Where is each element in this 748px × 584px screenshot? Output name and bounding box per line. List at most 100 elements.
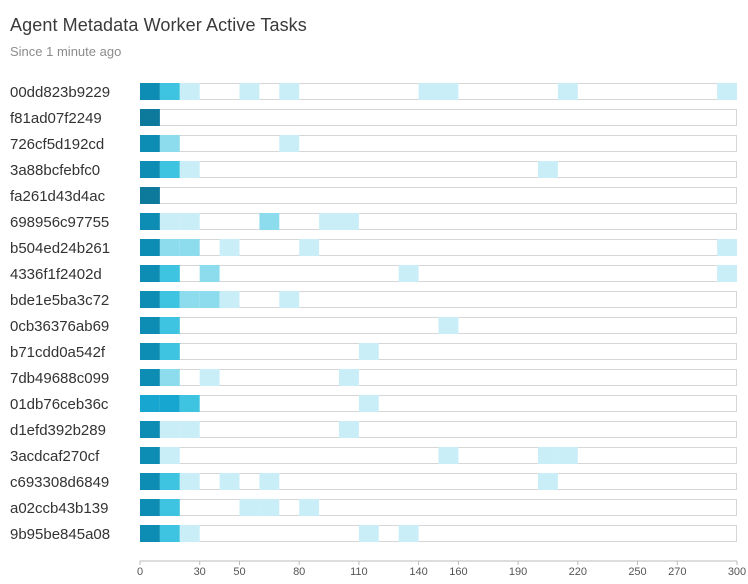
heatmap-cell[interactable]: [398, 525, 419, 542]
heatmap-cell[interactable]: [140, 161, 160, 178]
heatmap-cell[interactable]: [398, 265, 419, 282]
heatmap-cell[interactable]: [179, 161, 200, 178]
heatmap-cell[interactable]: [259, 213, 280, 230]
heatmap-cell[interactable]: [140, 291, 160, 308]
heatmap-cell[interactable]: [159, 317, 180, 334]
heatmap-cell[interactable]: [199, 265, 220, 282]
heatmap-cell[interactable]: [159, 291, 180, 308]
chart-title: Agent Metadata Worker Active Tasks: [10, 15, 307, 35]
heatmap-cell[interactable]: [538, 161, 558, 178]
row-label-726cf5d192cd: 726cf5d192cd: [10, 136, 104, 153]
heatmap-cell[interactable]: [199, 369, 220, 386]
heatmap-cell[interactable]: [140, 473, 160, 490]
heatmap-cell[interactable]: [717, 265, 737, 282]
row-track: [140, 187, 737, 204]
heatmap-cell[interactable]: [538, 473, 558, 490]
row-label-00dd823b9229: 00dd823b9229: [10, 84, 110, 101]
row-label-01db76ceb36c: 01db76ceb36c: [10, 396, 109, 413]
heatmap-cell[interactable]: [140, 421, 160, 438]
heatmap-cell[interactable]: [219, 473, 240, 490]
row-label-3a88bcfebfc0: 3a88bcfebfc0: [10, 162, 100, 179]
heatmap-cell[interactable]: [717, 83, 737, 100]
heatmap-cell[interactable]: [438, 317, 459, 334]
heatmap-cell[interactable]: [140, 343, 160, 360]
heatmap-cell[interactable]: [159, 135, 180, 152]
heatmap-cell[interactable]: [140, 447, 160, 464]
heatmap-cell[interactable]: [159, 447, 180, 464]
heatmap-cell[interactable]: [140, 369, 160, 386]
heatmap-cell[interactable]: [179, 395, 200, 412]
row-label-c693308d6849: c693308d6849: [10, 474, 109, 491]
heatmap-cell[interactable]: [358, 395, 379, 412]
heatmap-cell[interactable]: [557, 83, 578, 100]
heatmap-cell[interactable]: [140, 213, 160, 230]
row-track: [140, 369, 737, 386]
heatmap-cell[interactable]: [159, 239, 180, 256]
heatmap-cell[interactable]: [140, 317, 160, 334]
heatmap-cell[interactable]: [259, 473, 280, 490]
x-tick-label: 110: [350, 566, 368, 578]
heatmap-cell[interactable]: [279, 291, 300, 308]
heatmap-cell[interactable]: [199, 291, 220, 308]
heatmap-cell[interactable]: [239, 499, 260, 516]
heatmap-cell[interactable]: [159, 369, 180, 386]
heatmap-cell[interactable]: [319, 213, 339, 230]
heatmap-cell[interactable]: [339, 369, 359, 386]
row-track: [140, 421, 737, 438]
heatmap-cell[interactable]: [159, 161, 180, 178]
heatmap-cell[interactable]: [219, 291, 240, 308]
heatmap-cell[interactable]: [418, 83, 439, 100]
heatmap-cell[interactable]: [538, 447, 558, 464]
heatmap-cell[interactable]: [140, 499, 160, 516]
heatmap-cell[interactable]: [140, 525, 160, 542]
row-label-a02ccb43b139: a02ccb43b139: [10, 500, 108, 517]
heatmap-cell[interactable]: [140, 395, 160, 412]
heatmap-cell[interactable]: [339, 421, 359, 438]
row-label-7db49688c099: 7db49688c099: [10, 370, 109, 387]
heatmap-cell[interactable]: [159, 265, 180, 282]
heatmap-cell[interactable]: [179, 473, 200, 490]
heatmap-cell[interactable]: [179, 421, 200, 438]
heatmap-cell[interactable]: [259, 499, 280, 516]
row-track: [140, 499, 737, 516]
heatmap-cell[interactable]: [140, 187, 160, 204]
heatmap-cell[interactable]: [159, 213, 180, 230]
heatmap-cell[interactable]: [140, 265, 160, 282]
x-tick-label: 140: [409, 566, 427, 578]
heatmap-cell[interactable]: [179, 83, 200, 100]
heatmap-cell[interactable]: [438, 447, 459, 464]
heatmap-cell[interactable]: [159, 395, 180, 412]
heatmap-cell[interactable]: [557, 447, 578, 464]
heatmap-cell[interactable]: [179, 213, 200, 230]
heatmap-cell[interactable]: [438, 83, 459, 100]
heatmap-cell[interactable]: [358, 343, 379, 360]
heatmap-cell[interactable]: [219, 239, 240, 256]
heatmap-cell[interactable]: [358, 525, 379, 542]
heatmap-cell[interactable]: [159, 343, 180, 360]
heatmap-cell[interactable]: [299, 239, 320, 256]
heatmap-cell[interactable]: [159, 473, 180, 490]
heatmap-cell[interactable]: [140, 239, 160, 256]
heatmap-cell[interactable]: [339, 213, 359, 230]
heatmap-cell[interactable]: [159, 499, 180, 516]
x-tick-label: 250: [628, 566, 646, 578]
heatmap-cell[interactable]: [279, 83, 300, 100]
heatmap-cell[interactable]: [299, 499, 320, 516]
row-label-b71cdd0a542f: b71cdd0a542f: [10, 344, 106, 361]
heatmap-cell[interactable]: [159, 83, 180, 100]
x-tick-label: 30: [194, 566, 206, 578]
heatmap-cell[interactable]: [717, 239, 737, 256]
heatmap-cell[interactable]: [279, 135, 300, 152]
heatmap-cell[interactable]: [179, 239, 200, 256]
x-tick-label: 0: [137, 566, 143, 578]
heatmap-cell[interactable]: [140, 83, 160, 100]
heatmap-cell[interactable]: [179, 525, 200, 542]
heatmap-cell[interactable]: [179, 291, 200, 308]
heatmap-cell[interactable]: [140, 135, 160, 152]
heatmap-cell[interactable]: [140, 109, 160, 126]
row-track: [140, 161, 737, 178]
row-label-4336f1f2402d: 4336f1f2402d: [10, 266, 102, 283]
heatmap-cell[interactable]: [239, 83, 260, 100]
heatmap-cell[interactable]: [159, 525, 180, 542]
heatmap-cell[interactable]: [159, 421, 180, 438]
